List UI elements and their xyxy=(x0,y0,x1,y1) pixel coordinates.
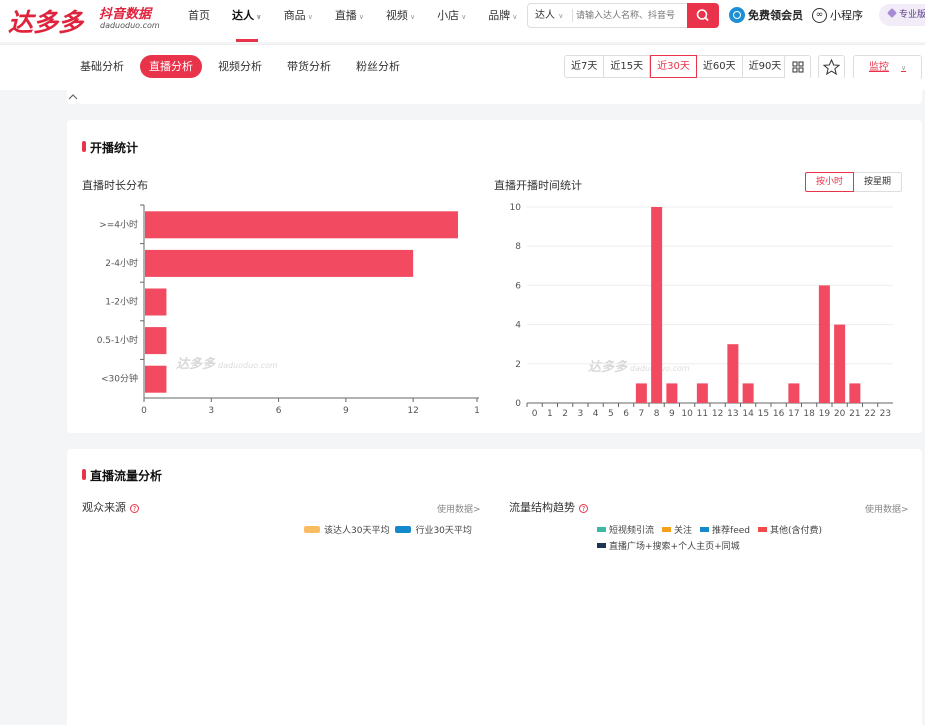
section-title-live-stats: 开播统计 xyxy=(82,139,138,156)
vip-label: 免费领会员 xyxy=(748,9,803,22)
search-button[interactable] xyxy=(687,3,719,28)
favorite-button[interactable] xyxy=(818,55,845,80)
source-legend: 该达人30天平均 行业30天平均 xyxy=(304,523,472,536)
traffic-analysis-card xyxy=(67,449,922,725)
divider xyxy=(572,9,573,22)
logo[interactable]: 达多多 xyxy=(8,8,84,37)
nav-item-label: 直播 xyxy=(334,9,357,22)
search-type-label: 达人 xyxy=(535,10,555,21)
by-week-button[interactable]: 按星期 xyxy=(854,172,903,192)
legend-swatch xyxy=(304,526,320,533)
search-type-select[interactable]: 达人 ∨ xyxy=(535,4,563,28)
search-input[interactable] xyxy=(576,4,688,27)
nav-item-label: 视频 xyxy=(385,9,408,22)
legend-swatch xyxy=(700,527,710,532)
date-range-option[interactable]: 近7天 xyxy=(565,56,605,77)
date-range-option[interactable]: 近30天 xyxy=(650,55,697,78)
legend-label[interactable]: 直播广场+搜索+个人主页+同城 xyxy=(609,542,740,552)
source-chart-title-text: 观众来源 xyxy=(82,501,126,514)
mini-program-label: 小程序 xyxy=(830,9,863,22)
start-time-chart-title: 直播开播时间统计 xyxy=(494,179,582,192)
nav-item-label: 达人 xyxy=(232,9,254,22)
source-chart-title: 观众来源? xyxy=(82,499,139,515)
analysis-tab[interactable]: 粉丝分析 xyxy=(356,60,400,73)
analysis-tab[interactable]: 带货分析 xyxy=(287,60,331,73)
nav-item[interactable]: 首页 xyxy=(177,0,221,42)
legend-label[interactable]: 行业30天平均 xyxy=(415,526,472,536)
legend-swatch xyxy=(662,527,672,532)
mini-program-icon: ∞ xyxy=(812,7,827,23)
date-range-option[interactable]: 近90天 xyxy=(748,61,782,72)
previous-card-tail xyxy=(67,78,922,104)
section-title-traffic: 直播流量分析 xyxy=(82,467,162,484)
nav-item-label: 商品 xyxy=(283,9,306,22)
star-icon xyxy=(822,58,841,76)
diamond-icon xyxy=(887,8,897,18)
logo-subtitle: 抖音数据 xyxy=(99,7,152,22)
monitor-dropdown[interactable]: 监控 ∨ xyxy=(853,55,922,80)
duration-chart-title: 直播时长分布 xyxy=(82,179,148,192)
logo-domain: daduoduo.com xyxy=(100,21,160,30)
nav-item[interactable]: 达人 ∨ xyxy=(221,0,273,42)
legend-label[interactable]: 该达人30天平均 xyxy=(324,526,390,536)
trend-chart-title: 流量结构趋势? xyxy=(509,499,588,515)
legend-swatch xyxy=(758,527,767,532)
nav-item[interactable]: 品牌 ∨ xyxy=(477,0,528,42)
date-range-option[interactable]: 近15天 xyxy=(604,56,651,77)
chevron-down-icon: ∨ xyxy=(307,13,313,21)
mini-program-link[interactable]: ∞ 小程序 xyxy=(812,6,863,24)
nav-item-label: 品牌 xyxy=(488,9,511,22)
top-nav-bar: 达多多 抖音数据 daduoduo.com 首页 达人 ∨ 商品 ∨ 直播 ∨ 视频 ∨ 小店 ∨ 品… xyxy=(0,0,925,42)
trend-legend-row-1: 短视频引流 关注 推荐feed 其他(含付费) xyxy=(597,523,822,536)
date-range-selector: 近7天 近15天 近30天 近60天 近90天 xyxy=(564,55,789,78)
legend-label[interactable]: 短视频引流 xyxy=(609,526,655,536)
analysis-tabs: 基础分析 直播分析 视频分析 带货分析 粉丝分析 xyxy=(71,55,416,78)
analysis-tab[interactable]: 视频分析 xyxy=(218,60,262,73)
by-hour-button[interactable]: 按小时 xyxy=(805,172,855,192)
search-box: 达人 ∨ xyxy=(527,3,719,28)
date-range-option[interactable]: 近60天 xyxy=(697,56,743,77)
pro-version-button[interactable]: 专业版 xyxy=(879,4,925,26)
monitor-label: 监控 xyxy=(868,62,889,73)
help-icon[interactable]: ? xyxy=(130,504,139,513)
trend-chart-title-text: 流量结构趋势 xyxy=(509,501,575,514)
chevron-down-icon: ∨ xyxy=(461,13,467,21)
chevron-down-icon: ∨ xyxy=(558,12,564,20)
analysis-tab[interactable]: 直播分析 xyxy=(140,55,202,78)
nav-item[interactable]: 商品 ∨ xyxy=(273,0,324,42)
usage-data-link[interactable]: 使用数据> xyxy=(865,505,909,515)
legend-swatch xyxy=(597,543,606,548)
live-stats-card xyxy=(67,120,922,433)
free-vip-link[interactable]: 免费领会员 xyxy=(729,6,803,24)
usage-data-link[interactable]: 使用数据> xyxy=(437,505,481,515)
time-granularity-toggle: 按小时 按星期 xyxy=(805,172,903,192)
pro-label: 专业版 xyxy=(899,10,925,20)
trend-legend-row-2: 直播广场+搜索+个人主页+同城 xyxy=(597,539,740,552)
nav-item[interactable]: 直播 ∨ xyxy=(324,0,375,42)
legend-swatch xyxy=(597,527,606,532)
legend-swatch xyxy=(395,526,412,533)
vip-icon xyxy=(729,7,745,23)
chevron-down-icon: ∨ xyxy=(512,13,518,21)
legend-label[interactable]: 其他(含付费) xyxy=(770,526,823,536)
legend-label[interactable]: 关注 xyxy=(674,526,693,536)
chevron-up-icon[interactable] xyxy=(67,86,87,106)
chevron-down-icon: ∨ xyxy=(256,13,262,21)
grid-icon xyxy=(792,61,804,73)
chevron-down-icon: ∨ xyxy=(358,13,364,21)
chevron-down-icon: ∨ xyxy=(900,64,907,72)
analysis-tab[interactable]: 基础分析 xyxy=(80,60,124,73)
help-icon[interactable]: ? xyxy=(579,504,588,513)
qrcode-button[interactable] xyxy=(784,55,811,80)
nav-item[interactable]: 小店 ∨ xyxy=(426,0,477,42)
search-icon xyxy=(696,9,709,22)
nav-item[interactable]: 视频 ∨ xyxy=(375,0,426,42)
chevron-down-icon: ∨ xyxy=(409,13,416,21)
main-nav: 首页 达人 ∨ 商品 ∨ 直播 ∨ 视频 ∨ 小店 ∨ 品牌 ∨ xyxy=(177,0,528,42)
legend-label[interactable]: 推荐feed xyxy=(712,526,750,536)
nav-item-label: 小店 xyxy=(437,9,460,22)
nav-item-label: 首页 xyxy=(188,9,210,22)
